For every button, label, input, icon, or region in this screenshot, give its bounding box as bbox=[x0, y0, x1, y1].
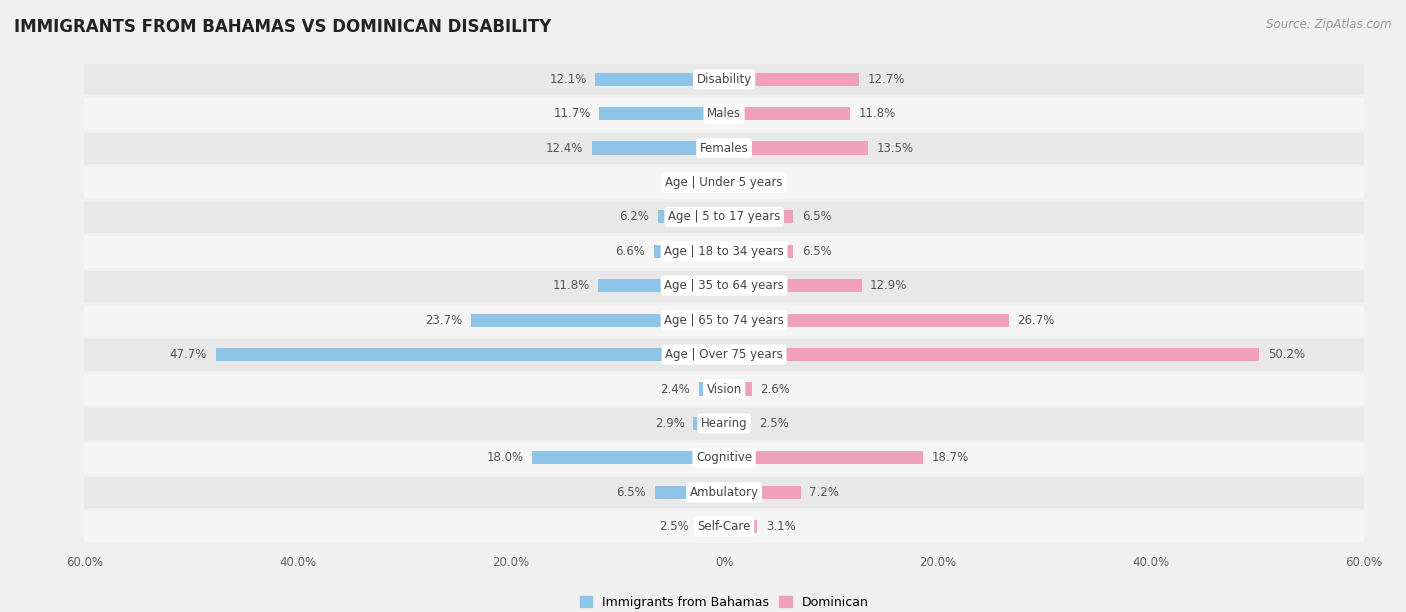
Text: Females: Females bbox=[700, 141, 748, 154]
Text: 11.8%: 11.8% bbox=[859, 107, 896, 120]
Bar bbox=[724, 451, 924, 465]
Text: 12.9%: 12.9% bbox=[870, 279, 907, 292]
Bar bbox=[592, 141, 724, 155]
Text: 50.2%: 50.2% bbox=[1268, 348, 1305, 361]
Text: Males: Males bbox=[707, 107, 741, 120]
Text: 7.2%: 7.2% bbox=[810, 486, 839, 499]
Bar bbox=[724, 141, 868, 155]
Bar bbox=[693, 417, 724, 430]
Bar bbox=[699, 382, 724, 395]
Bar bbox=[655, 486, 724, 499]
Bar bbox=[84, 303, 1364, 337]
Bar bbox=[84, 62, 1364, 96]
Text: Hearing: Hearing bbox=[700, 417, 748, 430]
Text: 18.7%: 18.7% bbox=[932, 452, 969, 465]
Bar bbox=[724, 279, 862, 293]
Text: Age | 18 to 34 years: Age | 18 to 34 years bbox=[664, 245, 785, 258]
Bar bbox=[84, 441, 1364, 475]
Text: Vision: Vision bbox=[706, 382, 742, 395]
Text: 47.7%: 47.7% bbox=[170, 348, 207, 361]
Text: Cognitive: Cognitive bbox=[696, 452, 752, 465]
Text: Age | 5 to 17 years: Age | 5 to 17 years bbox=[668, 211, 780, 223]
Bar bbox=[658, 211, 724, 223]
Bar bbox=[724, 486, 801, 499]
Bar bbox=[595, 73, 724, 86]
Text: Age | 35 to 64 years: Age | 35 to 64 years bbox=[664, 279, 785, 292]
Text: 1.1%: 1.1% bbox=[744, 176, 775, 189]
Text: 6.5%: 6.5% bbox=[801, 211, 832, 223]
Bar bbox=[724, 382, 752, 395]
Text: Self-Care: Self-Care bbox=[697, 520, 751, 533]
Text: IMMIGRANTS FROM BAHAMAS VS DOMINICAN DISABILITY: IMMIGRANTS FROM BAHAMAS VS DOMINICAN DIS… bbox=[14, 18, 551, 36]
Text: 12.4%: 12.4% bbox=[546, 141, 583, 154]
Bar bbox=[84, 234, 1364, 269]
Bar bbox=[654, 245, 724, 258]
Bar bbox=[471, 313, 724, 327]
Bar bbox=[84, 165, 1364, 200]
Bar bbox=[724, 520, 758, 533]
Bar bbox=[724, 313, 1008, 327]
Text: 6.6%: 6.6% bbox=[616, 245, 645, 258]
Text: Age | 65 to 74 years: Age | 65 to 74 years bbox=[664, 314, 785, 327]
Text: 6.2%: 6.2% bbox=[620, 211, 650, 223]
Text: 13.5%: 13.5% bbox=[876, 141, 914, 154]
Text: 12.7%: 12.7% bbox=[868, 73, 905, 86]
Text: Ambulatory: Ambulatory bbox=[689, 486, 759, 499]
Bar bbox=[215, 348, 724, 361]
Bar bbox=[724, 245, 793, 258]
Bar bbox=[84, 131, 1364, 165]
Bar bbox=[84, 406, 1364, 441]
Bar bbox=[84, 509, 1364, 544]
Text: 2.9%: 2.9% bbox=[655, 417, 685, 430]
Text: 23.7%: 23.7% bbox=[426, 314, 463, 327]
Bar bbox=[84, 475, 1364, 509]
Text: Source: ZipAtlas.com: Source: ZipAtlas.com bbox=[1267, 18, 1392, 31]
Bar bbox=[724, 73, 859, 86]
Bar bbox=[724, 211, 793, 223]
Legend: Immigrants from Bahamas, Dominican: Immigrants from Bahamas, Dominican bbox=[575, 591, 873, 612]
Bar bbox=[599, 279, 724, 293]
Bar bbox=[84, 200, 1364, 234]
Text: 6.5%: 6.5% bbox=[616, 486, 647, 499]
Bar bbox=[599, 107, 724, 120]
Bar bbox=[84, 269, 1364, 303]
Text: 3.1%: 3.1% bbox=[766, 520, 796, 533]
Text: 18.0%: 18.0% bbox=[486, 452, 523, 465]
Text: 2.5%: 2.5% bbox=[759, 417, 789, 430]
Text: Disability: Disability bbox=[696, 73, 752, 86]
Text: 2.5%: 2.5% bbox=[659, 520, 689, 533]
Text: 2.6%: 2.6% bbox=[761, 382, 790, 395]
Text: 2.4%: 2.4% bbox=[659, 382, 690, 395]
Text: 11.8%: 11.8% bbox=[553, 279, 589, 292]
Bar bbox=[711, 176, 724, 189]
Bar bbox=[84, 96, 1364, 131]
Bar bbox=[84, 371, 1364, 406]
Text: 6.5%: 6.5% bbox=[801, 245, 832, 258]
Text: 1.2%: 1.2% bbox=[673, 176, 703, 189]
Bar bbox=[84, 337, 1364, 371]
Text: 11.7%: 11.7% bbox=[554, 107, 591, 120]
Bar bbox=[697, 520, 724, 533]
Text: Age | Over 75 years: Age | Over 75 years bbox=[665, 348, 783, 361]
Text: Age | Under 5 years: Age | Under 5 years bbox=[665, 176, 783, 189]
Bar bbox=[724, 348, 1260, 361]
Bar bbox=[533, 451, 724, 465]
Bar bbox=[724, 107, 849, 120]
Bar bbox=[724, 417, 751, 430]
Text: 26.7%: 26.7% bbox=[1018, 314, 1054, 327]
Text: 12.1%: 12.1% bbox=[550, 73, 586, 86]
Bar bbox=[724, 176, 735, 189]
